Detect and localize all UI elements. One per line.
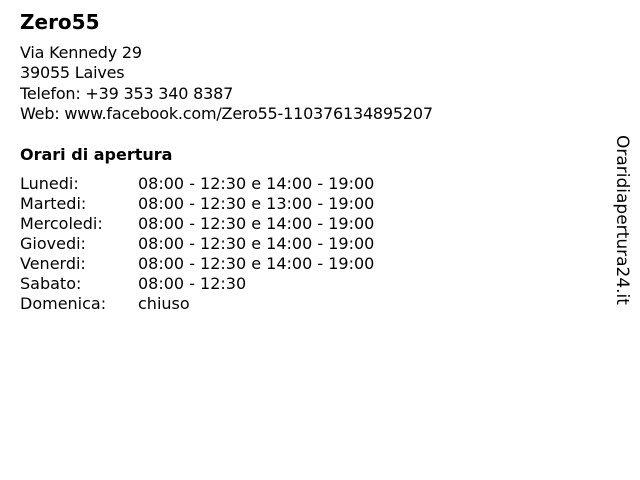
day-label: Domenica:: [20, 294, 107, 313]
day-hours: 08:00 - 12:30: [138, 274, 247, 293]
day-hours: 08:00 - 12:30 e 14:00 - 19:00: [138, 254, 375, 273]
address-street: Via Kennedy 29: [20, 43, 142, 62]
hours-row: Domenica: chiuso: [20, 294, 374, 314]
day-hours: 08:00 - 12:30 e 14:00 - 19:00: [138, 234, 375, 253]
hours-row: Lunedi: 08:00 - 12:30 e 14:00 - 19:00: [20, 174, 374, 194]
day-label: Sabato:: [20, 274, 82, 293]
hours-row: Sabato: 08:00 - 12:30: [20, 274, 374, 294]
hours-table: Lunedi: 08:00 - 12:30 e 14:00 - 19:00 Mar…: [20, 174, 374, 314]
phone: Telefon: +39 353 340 8387: [20, 83, 234, 103]
hours-row: Giovedi: 08:00 - 12:30 e 14:00 - 19:00: [20, 234, 374, 254]
watermark: Oraridiapertura24.it: [612, 135, 632, 305]
business-name: Zero55: [20, 10, 100, 34]
day-hours: 08:00 - 12:30 e 14:00 - 19:00: [138, 174, 375, 193]
day-hours: 08:00 - 12:30 e 13:00 - 19:00: [138, 194, 375, 213]
day-label: Giovedi:: [20, 234, 86, 253]
day-label: Venerdi:: [20, 254, 86, 273]
address-city: 39055 Laives: [20, 63, 125, 83]
hours-row: Mercoledi: 08:00 - 12:30 e 14:00 - 19:00: [20, 214, 374, 234]
website: Web: www.facebook.com/Zero55-11037613489…: [20, 103, 433, 123]
day-label: Lunedi:: [20, 174, 79, 193]
hours-row: Martedi: 08:00 - 12:30 e 13:00 - 19:00: [20, 194, 374, 214]
day-label: Martedi:: [20, 194, 87, 213]
contact-info: Via Kennedy 29 39055 Laives Telefon: +39…: [20, 43, 433, 124]
day-hours: chiuso: [138, 294, 190, 313]
hours-row: Venerdi: 08:00 - 12:30 e 14:00 - 19:00: [20, 254, 374, 274]
day-hours: 08:00 - 12:30 e 14:00 - 19:00: [138, 214, 375, 233]
day-label: Mercoledi:: [20, 214, 103, 233]
hours-heading: Orari di apertura: [20, 145, 173, 164]
